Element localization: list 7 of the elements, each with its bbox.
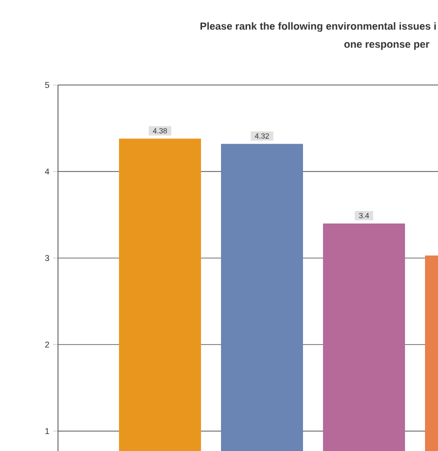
chart-title: Please rank the following environmental issues i — [200, 22, 436, 32]
y-tick-label: 5 — [45, 82, 50, 88]
chart-subtitle: one response per — [344, 42, 430, 50]
y-tick-label: 4 — [44, 168, 50, 174]
y-tick-label: 3 — [45, 255, 50, 262]
y-tick-label: 2 — [45, 342, 50, 348]
y-tick-label: 1 — [45, 428, 50, 434]
